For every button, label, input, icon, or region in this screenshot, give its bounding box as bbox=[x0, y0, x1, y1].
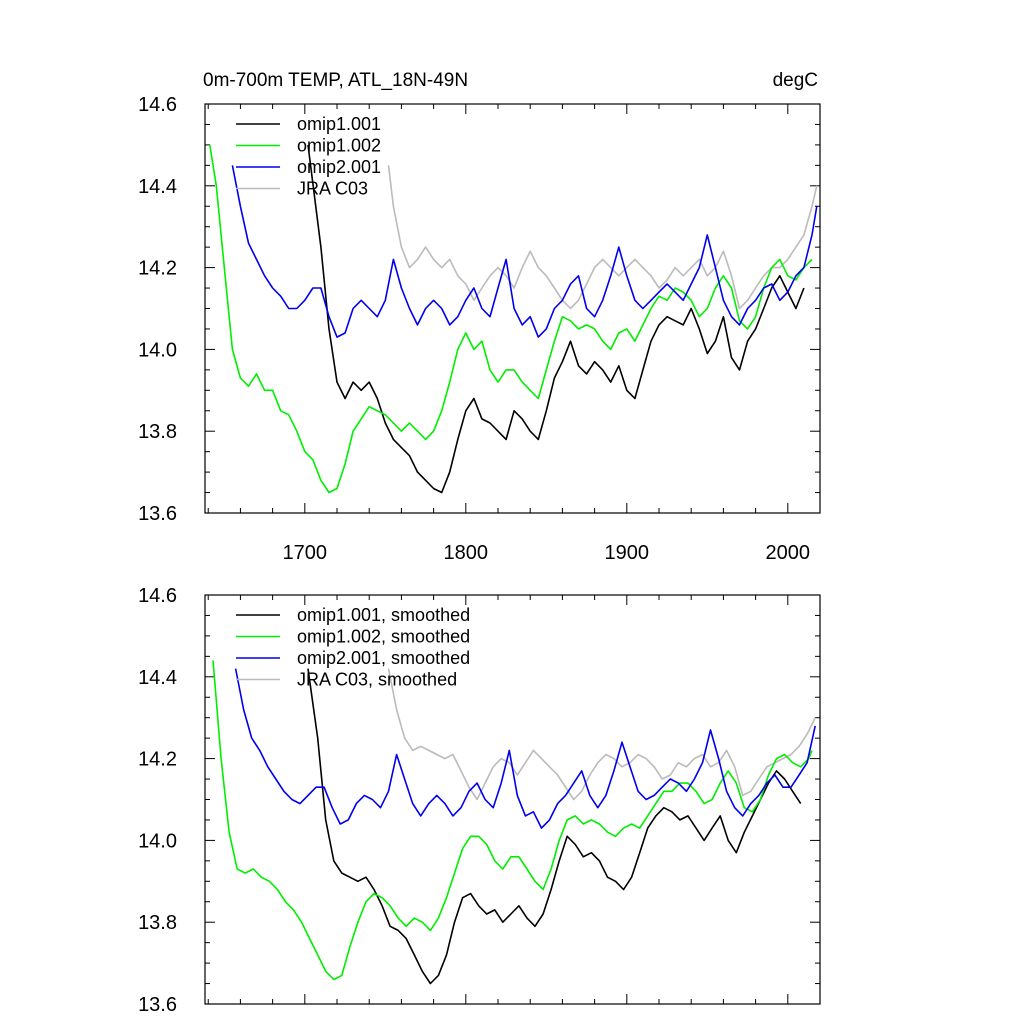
series-line-omip1-001-smoothed bbox=[307, 668, 802, 985]
legend-label: omip2.001 bbox=[297, 157, 381, 177]
chart-units: degC bbox=[773, 70, 818, 91]
y-tick-labels: 13.6 13.8 14.0 14.2 14.4 14.6 bbox=[138, 94, 177, 525]
series-lines bbox=[212, 660, 816, 985]
legend-label: omip1.002, smoothed bbox=[297, 627, 470, 647]
y-tick-label: 13.6 bbox=[138, 503, 177, 525]
legend-label: omip2.001, smoothed bbox=[297, 648, 470, 668]
y-tick-label: 14.2 bbox=[138, 258, 177, 280]
legend-label: JRA C03, smoothed bbox=[297, 670, 457, 690]
axis-ticks bbox=[205, 103, 821, 514]
y-tick-label: 14.0 bbox=[138, 339, 177, 361]
y-tick-label: 14.4 bbox=[138, 176, 177, 198]
series-line-omip2-001-smoothed bbox=[234, 668, 816, 829]
top-panel: 0m-700m TEMP, ATL_18N-49N degC 13.613.81… bbox=[138, 70, 821, 564]
y-tick-label: 14.6 bbox=[138, 94, 177, 116]
series-line-jra-c03-smoothed bbox=[387, 668, 816, 801]
series-line-omip1-002 bbox=[209, 144, 813, 494]
x-tick-label: 1900 bbox=[605, 542, 650, 564]
legend-label: omip1.001 bbox=[297, 114, 381, 134]
series-line-jra-c03 bbox=[387, 165, 818, 310]
legend-label: omip1.002 bbox=[297, 136, 381, 156]
axis-ticks bbox=[205, 594, 821, 1005]
y-tick-label: 13.6 bbox=[138, 994, 177, 1016]
y-tick-labels: 13.6 13.8 14.0 14.2 14.4 14.6 bbox=[138, 585, 177, 1016]
series-line-omip1-001 bbox=[307, 144, 805, 494]
y-tick-label: 14.6 bbox=[138, 585, 177, 607]
series-line-omip1-002-smoothed bbox=[212, 660, 813, 981]
legend-label: JRA C03 bbox=[297, 179, 368, 199]
bottom-panel: 13.6 13.8 14.0 14.2 14.4 14.6 omip1.001, smoo… bbox=[138, 585, 821, 1016]
x-tick-label: 1700 bbox=[283, 542, 328, 564]
x-tick-label: 2000 bbox=[766, 542, 811, 564]
series-lines bbox=[209, 144, 818, 494]
x-tick-labels: 1700 1800 1900 2000 bbox=[283, 542, 810, 564]
series-line-omip2-001 bbox=[231, 165, 818, 338]
chart-title: 0m-700m TEMP, ATL_18N-49N bbox=[203, 70, 468, 91]
x-tick-label: 1800 bbox=[444, 542, 489, 564]
y-tick-label: 14.0 bbox=[138, 830, 177, 852]
legend-label: omip1.001, smoothed bbox=[297, 605, 470, 625]
y-tick-label: 14.4 bbox=[138, 667, 177, 689]
y-tick-label: 13.8 bbox=[138, 421, 177, 443]
y-tick-label: 14.2 bbox=[138, 749, 177, 771]
y-tick-label: 13.8 bbox=[138, 912, 177, 934]
